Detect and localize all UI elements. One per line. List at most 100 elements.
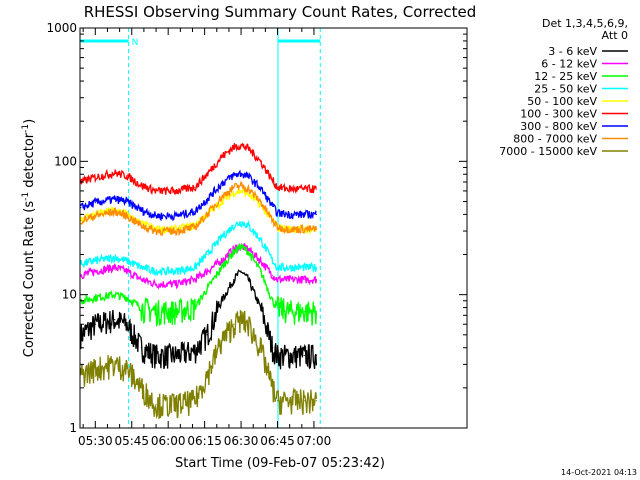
series-point	[233, 323, 235, 325]
series-point	[247, 251, 249, 253]
series-4	[80, 219, 318, 276]
series-point	[303, 228, 305, 230]
series-point	[315, 354, 317, 357]
x-tick-label: 05:30	[78, 434, 113, 448]
series-line	[80, 180, 318, 237]
series-line	[80, 219, 318, 276]
series-point	[155, 215, 157, 217]
series-point	[272, 219, 274, 222]
series-point	[94, 176, 96, 178]
series-point	[126, 367, 128, 369]
legend-label: 100 - 300 keV	[520, 108, 597, 121]
series-point	[303, 266, 305, 269]
series-point	[114, 266, 116, 269]
series-point	[221, 236, 223, 238]
series-point	[114, 210, 116, 213]
generation-timestamp: 14-Oct-2021 04:13	[561, 468, 637, 477]
series-point	[126, 260, 128, 262]
series-point	[140, 266, 143, 269]
legend-entry-5: 50 - 100 keV	[527, 95, 628, 108]
series-point	[240, 190, 242, 192]
x-tick-label: 06:15	[187, 434, 222, 448]
series-point	[114, 198, 116, 200]
series-point	[126, 297, 128, 299]
series-point	[114, 172, 116, 174]
series-point	[259, 306, 262, 309]
series-point	[272, 205, 274, 207]
series-point	[114, 256, 116, 259]
y-tick-label: 100	[54, 154, 77, 168]
series-point	[247, 224, 249, 227]
series-point	[94, 297, 96, 299]
legend-entry-4: 25 - 50 keV	[534, 83, 628, 96]
series-point	[247, 175, 249, 178]
series-point	[221, 340, 223, 342]
series-point	[126, 270, 128, 272]
plot-border	[79, 27, 468, 429]
series-point	[315, 400, 317, 402]
series-point	[276, 354, 279, 357]
series-point	[272, 260, 274, 262]
series-point	[221, 260, 223, 262]
series-point	[206, 173, 208, 175]
series-point	[126, 175, 128, 177]
series-point	[174, 228, 177, 230]
series-point	[259, 200, 262, 203]
series-point	[289, 228, 291, 230]
series-point	[303, 278, 305, 281]
series-point	[276, 400, 279, 402]
series-point	[247, 323, 249, 325]
series-point	[247, 147, 249, 150]
series-7	[80, 169, 317, 222]
series-point	[289, 188, 291, 190]
series-point	[126, 215, 128, 217]
legend-label: 25 - 50 keV	[534, 83, 597, 96]
legend-label: 50 - 100 keV	[527, 95, 597, 108]
series-point	[221, 196, 223, 198]
x-axis: 05:30 05:45 06:00 06:15 06:30 06:45 07:00	[78, 28, 331, 448]
series-line	[80, 269, 318, 370]
legend-header-line-1: Det 1,3,4,5,6,9,	[542, 17, 628, 30]
series-point	[233, 186, 235, 188]
series-point	[289, 354, 291, 357]
x-tick-label: 05:45	[114, 434, 149, 448]
series-point	[221, 156, 223, 158]
series-point	[94, 323, 96, 325]
series-point	[206, 288, 208, 290]
series-1	[80, 269, 318, 370]
series-point	[94, 202, 96, 204]
series-point	[240, 172, 242, 175]
series-point	[194, 186, 196, 188]
series-point	[206, 213, 208, 215]
series-point	[155, 310, 157, 312]
series-point	[276, 278, 279, 281]
legend-label: 12 - 25 keV	[534, 70, 597, 83]
series-point	[303, 213, 305, 215]
series-point	[315, 188, 317, 190]
chart-title: RHESSI Observing Summary Count Rates, Co…	[84, 3, 477, 21]
series-point	[247, 188, 249, 190]
y-axis-label: Corrected Count Rate (s-1 detector-1)	[21, 119, 37, 357]
y-axis-label-mid: detector	[22, 132, 37, 192]
series-point	[155, 230, 157, 232]
legend-label: 800 - 7000 keV	[513, 133, 597, 146]
series-point	[140, 347, 143, 349]
series-9	[80, 309, 318, 419]
y-axis-label-end: )	[22, 119, 37, 124]
series-point	[259, 160, 262, 162]
series-point	[174, 403, 177, 406]
series-point	[303, 400, 305, 402]
series-point	[276, 266, 279, 269]
legend-entry-9: 7000 - 15000 keV	[499, 145, 628, 158]
series-point	[206, 334, 208, 336]
legend-entry-1: 3 - 6 keV	[548, 45, 628, 58]
y-axis-label-main: Corrected Count Rate (s	[22, 201, 37, 358]
series-point	[174, 283, 177, 285]
axes-frame	[79, 27, 468, 429]
legend-header-line-2: Att 0	[602, 29, 628, 42]
series-point	[303, 310, 305, 312]
series-point	[272, 387, 274, 389]
